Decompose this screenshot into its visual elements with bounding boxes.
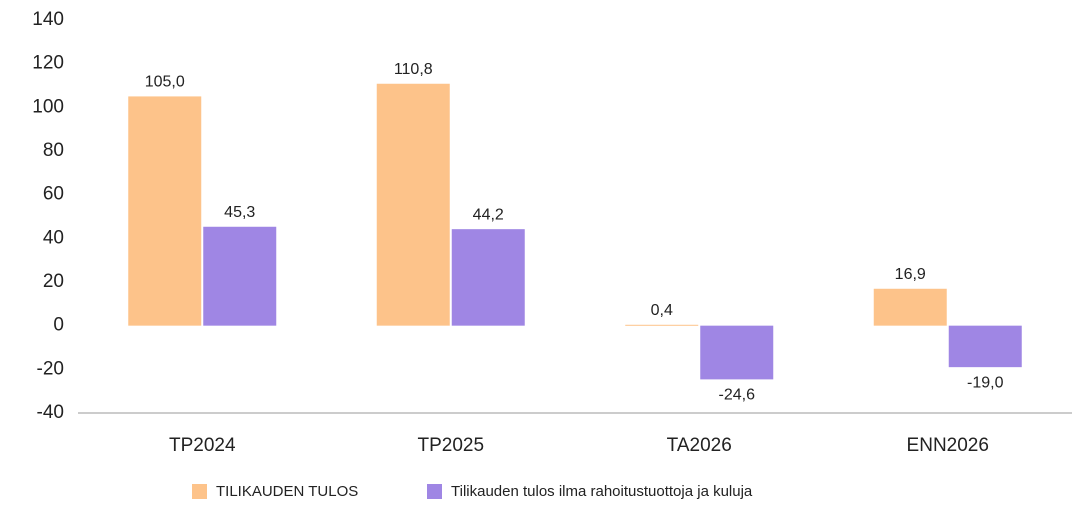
y-tick-label: 120 (32, 53, 64, 74)
value-label: 0,4 (651, 302, 673, 319)
bar (625, 324, 699, 326)
value-label: 105,0 (145, 74, 185, 91)
legend-swatch (427, 484, 442, 499)
value-label: -24,6 (719, 387, 756, 404)
x-tick-label: ENN2026 (907, 435, 989, 456)
y-tick-label: 100 (32, 96, 64, 117)
x-tick-label: TP2024 (169, 435, 236, 456)
y-tick-label: -40 (37, 402, 64, 423)
bar (203, 226, 277, 326)
y-tick-label: 60 (43, 184, 64, 205)
value-label: 44,2 (473, 206, 504, 223)
y-tick-label: 0 (53, 315, 64, 336)
legend-label: TILIKAUDEN TULOS (216, 483, 358, 500)
x-tick-label: TP2025 (417, 435, 484, 456)
bar (873, 288, 947, 326)
bar (451, 229, 525, 326)
value-label: 16,9 (895, 266, 926, 283)
x-tick-label: TA2026 (667, 435, 732, 456)
value-label: -19,0 (967, 374, 1004, 391)
y-tick-label: 20 (43, 271, 64, 292)
y-tick-label: 80 (43, 140, 64, 161)
bar (376, 83, 450, 326)
bar (948, 325, 1022, 368)
value-label: 110,8 (394, 61, 433, 78)
value-label: 45,3 (224, 204, 255, 221)
legend-swatch (192, 484, 207, 499)
bar (128, 96, 202, 326)
y-tick-label: 40 (43, 227, 64, 248)
legend-label: Tilikauden tulos ilma rahoitustuottoja j… (451, 483, 753, 500)
y-tick-label: -20 (37, 358, 64, 379)
y-tick-label: 140 (32, 9, 64, 30)
bar (700, 325, 774, 380)
